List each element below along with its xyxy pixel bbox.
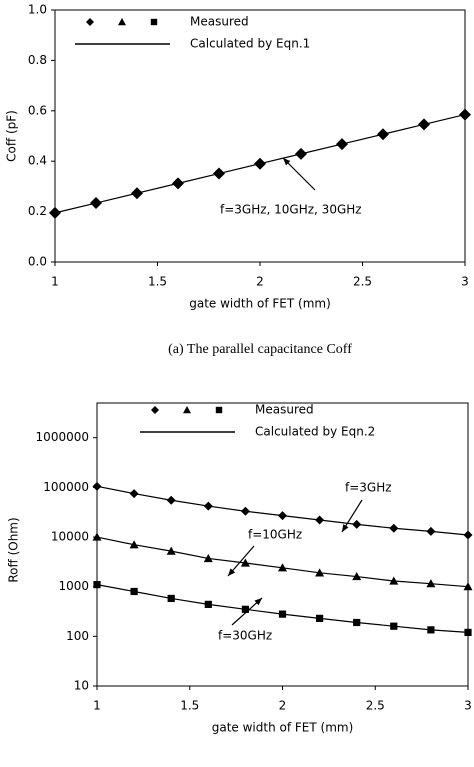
x-tick-label: 1 — [51, 275, 59, 289]
y-tick-label: 1000 — [58, 579, 89, 593]
fit-curve — [96, 584, 469, 634]
y-tick-label: 1000000 — [36, 430, 89, 444]
x-tick-label: 1.5 — [148, 275, 167, 289]
marker — [240, 558, 250, 567]
marker — [377, 128, 389, 141]
marker — [240, 506, 250, 516]
x-axis-title: gate width of FET (mm) — [189, 297, 331, 311]
marker — [203, 501, 213, 511]
marker — [389, 523, 399, 533]
marker — [131, 187, 143, 200]
marker — [464, 628, 472, 637]
marker — [86, 18, 94, 26]
marker — [166, 495, 176, 505]
x-axis-title: gate width of FET (mm) — [212, 721, 354, 735]
marker — [352, 519, 362, 529]
marker — [427, 626, 435, 634]
marker — [92, 481, 102, 491]
marker — [278, 511, 287, 521]
marker — [463, 582, 473, 591]
y-tick-label: 0.6 — [28, 103, 47, 117]
y-tick-label: 0.8 — [28, 53, 47, 67]
y-tick-label: 0.0 — [28, 255, 47, 269]
legend-label: Measured — [190, 15, 249, 29]
arrow-shaft — [282, 157, 316, 191]
x-tick-label: 1.5 — [180, 699, 199, 713]
marker — [172, 177, 184, 190]
marker — [254, 157, 266, 170]
marker — [278, 563, 287, 572]
y-tick-label: 10000 — [51, 530, 89, 544]
marker — [336, 138, 348, 151]
marker — [92, 532, 102, 541]
marker — [315, 515, 325, 525]
marker — [426, 579, 436, 588]
marker — [183, 406, 191, 414]
y-tick-label: 1.0 — [28, 3, 47, 17]
marker — [315, 568, 325, 577]
marker — [130, 587, 138, 596]
x-tick-label: 2.5 — [353, 275, 372, 289]
annotation: f=10GHz — [248, 528, 302, 542]
marker — [49, 206, 61, 219]
arrow-head — [283, 158, 291, 166]
marker — [241, 605, 249, 613]
annotation: f=3GHz, 10GHz, 30GHz — [220, 203, 362, 217]
marker — [295, 147, 307, 160]
y-axis-title: Roff (Ohm) — [7, 517, 21, 582]
x-tick-label: 3 — [464, 699, 472, 713]
y-tick-label: 100 — [66, 629, 89, 643]
marker — [418, 118, 430, 131]
x-tick-label: 2 — [279, 699, 287, 713]
x-tick-label: 1 — [93, 699, 101, 713]
arrow-head — [228, 568, 236, 576]
x-tick-label: 3 — [461, 275, 469, 289]
marker — [213, 167, 225, 180]
marker — [150, 18, 158, 26]
marker — [278, 610, 287, 618]
marker — [203, 553, 213, 563]
marker — [463, 530, 473, 540]
arrow-head — [342, 524, 349, 532]
marker — [118, 18, 126, 26]
marker — [129, 489, 139, 499]
marker — [390, 622, 398, 630]
marker — [166, 546, 176, 555]
arrow-head — [254, 598, 262, 606]
annotation: f=3GHz — [345, 481, 392, 495]
legend-label: Calculated by Eqn.1 — [190, 37, 310, 51]
legend-label: Measured — [255, 403, 314, 417]
marker — [459, 108, 471, 121]
marker — [204, 600, 212, 608]
y-tick-label: 0.2 — [28, 204, 47, 218]
x-tick-label: 2.5 — [366, 699, 385, 713]
y-tick-label: 0.4 — [28, 154, 47, 168]
marker — [90, 197, 102, 210]
fit-curve — [96, 536, 469, 588]
marker — [353, 618, 361, 627]
marker — [93, 581, 101, 589]
caption: (a) The parallel capacitance Coff — [168, 342, 352, 357]
marker — [167, 594, 175, 603]
y-tick-label: 10 — [74, 679, 89, 693]
plot-frame — [96, 402, 469, 687]
y-axis-title: Coff (pF) — [5, 110, 19, 162]
x-tick-label: 2 — [256, 275, 264, 289]
legend-label: Calculated by Eqn.2 — [255, 425, 375, 439]
marker — [316, 614, 324, 622]
marker — [151, 406, 159, 414]
marker — [389, 576, 399, 585]
marker — [352, 572, 362, 581]
marker — [129, 540, 139, 549]
marker — [215, 406, 223, 414]
marker — [426, 526, 436, 536]
y-tick-label: 100000 — [43, 480, 89, 494]
annotation: f=30GHz — [218, 629, 272, 643]
